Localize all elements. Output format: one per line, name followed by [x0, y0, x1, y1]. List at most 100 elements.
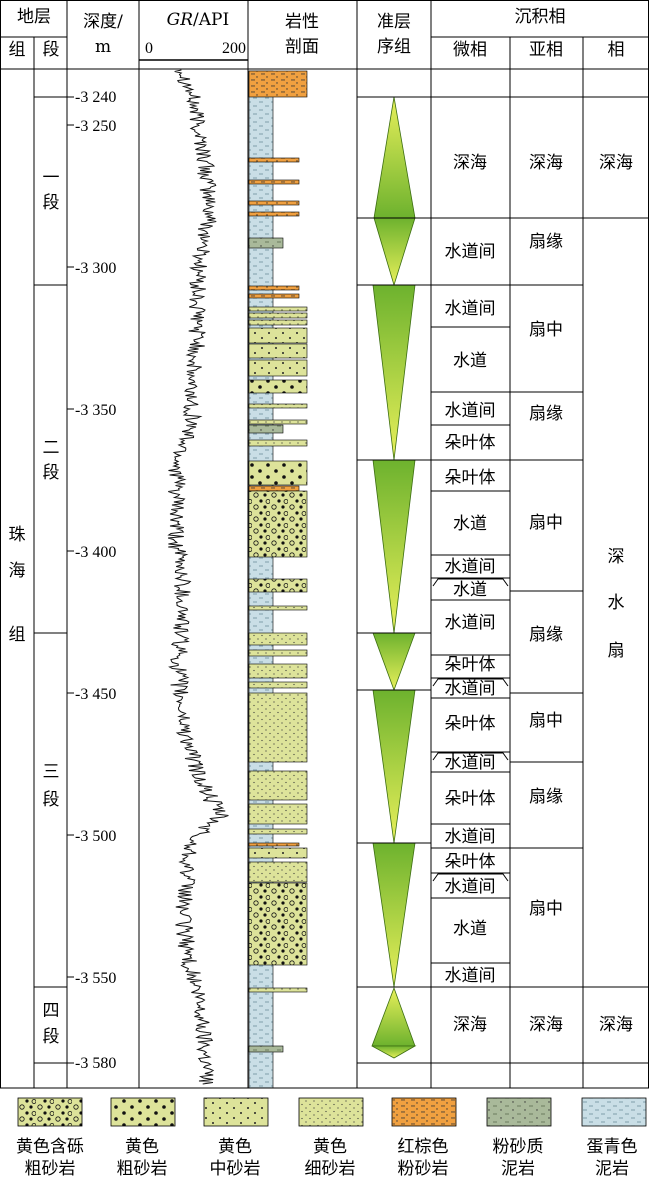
lithology-bed [248, 419, 308, 425]
table-grid-lines [0, 0, 649, 1089]
subfacies-label: 扇中 [529, 513, 563, 533]
depth-label: -3 400 [75, 544, 116, 561]
bracket-mark [432, 578, 509, 587]
lithology-bed [248, 861, 308, 883]
microfacies-label: 朵叶体 [445, 852, 496, 872]
subfacies-label: 扇缘 [529, 787, 563, 807]
legend-label: 黄色 [313, 1137, 347, 1157]
subfacies-label: 深海 [529, 153, 563, 173]
lithology-bed [248, 663, 308, 679]
lithology-bed [248, 632, 308, 646]
subfacies-label: 扇中 [529, 899, 563, 919]
header-facies: 相 [608, 40, 625, 60]
gr-scale-min: 0 [145, 40, 153, 57]
header-gr-unit: /API [193, 10, 229, 30]
legend-swatch [581, 1097, 647, 1127]
bracket-mark [432, 678, 509, 687]
header-member: 段 [43, 40, 60, 60]
subfacies-label: 扇中 [529, 711, 563, 731]
member-1-char: 一 [43, 168, 60, 188]
lithology-bed [248, 312, 308, 319]
sequence-triangle-down [372, 459, 416, 634]
gr-curve [167, 69, 229, 1085]
legend-swatch [110, 1097, 176, 1127]
lithology-bed [248, 692, 308, 763]
subfacies-label: 扇缘 [529, 404, 563, 424]
sequence-triangle-down [372, 632, 416, 692]
member-4-char: 段 [43, 1027, 60, 1047]
legend-swatch [486, 1097, 552, 1127]
subfacies-label: 扇缘 [529, 232, 563, 252]
lithology-bed [248, 803, 308, 825]
lithology-bed [248, 200, 300, 206]
microfacies-label: 水道间 [445, 401, 496, 421]
microfacies-label: 水道间 [445, 827, 496, 847]
legend-label: 粉砂岩 [398, 1159, 449, 1179]
lithology-bed [248, 1045, 284, 1053]
sequence-triangle-up [373, 96, 416, 219]
lithology-bed [248, 285, 300, 291]
header-sequence-2: 序组 [377, 37, 411, 57]
lithology-bed [248, 293, 300, 299]
legend-label: 黄色 [125, 1137, 159, 1157]
gr-log-track [167, 69, 229, 1085]
sequence-triangles [371, 96, 417, 1059]
subfacies-label: 扇缘 [529, 625, 563, 645]
legend-label: 黄色含砾 [16, 1137, 84, 1157]
header-sedimentary-facies: 沉积相 [515, 7, 566, 27]
lithology-bed [248, 605, 308, 611]
lithology-bed [248, 681, 308, 689]
lithology-bed [248, 179, 300, 185]
sequence-triangle-down [372, 689, 416, 844]
depth-label: -3 250 [75, 118, 116, 135]
header-strata: 地层 [17, 7, 51, 27]
legend-label: 粗砂岩 [117, 1159, 168, 1179]
lithology-bed [248, 237, 284, 249]
header-depth: 深度/ [83, 12, 123, 32]
legend-swatches [17, 1097, 647, 1127]
microfacies-label: 水道间 [445, 242, 496, 262]
microfacies-label: 水道间 [445, 679, 496, 699]
legend-swatch [391, 1097, 457, 1127]
sequence-triangle-down [373, 217, 416, 287]
lithology-bed [248, 770, 308, 801]
microfacies-label: 水道间 [445, 557, 496, 577]
header-sequence: 准层 [377, 12, 411, 32]
microfacies-label: 朵叶体 [445, 655, 496, 675]
member-1-char: 段 [43, 193, 60, 213]
microfacies-label: 水道间 [445, 877, 496, 897]
lithology-bed [248, 828, 308, 835]
microfacies-label: 水道 [453, 919, 487, 939]
header-lithology-2: 剖面 [285, 37, 319, 57]
member-3-char: 段 [43, 790, 60, 810]
lithology-bed [248, 343, 308, 359]
microfacies-label: 深海 [453, 153, 487, 173]
microfacies-label: 朵叶体 [445, 468, 496, 488]
lithology-bed [248, 439, 308, 447]
legend-label: 红棕色 [398, 1137, 449, 1157]
lithology-bed [248, 403, 308, 409]
depth-label: -3 300 [75, 260, 116, 277]
facies-label: 深 [608, 547, 625, 567]
microfacies-label: 朵叶体 [445, 714, 496, 734]
lithology-bed [248, 157, 300, 163]
microfacies-label: 朵叶体 [445, 789, 496, 809]
microfacies-label: 水道间 [445, 753, 496, 773]
gr-scale-max: 200 [222, 40, 246, 57]
sequence-triangle-down [372, 842, 416, 988]
sequence-triangle-up [371, 986, 416, 1047]
sequence-triangle-down [372, 284, 416, 461]
subfacies-label: 扇中 [529, 320, 563, 340]
depth-axis [67, 96, 74, 1064]
depth-label: -3 350 [75, 402, 116, 419]
member-4-char: 四 [43, 1001, 60, 1021]
microfacies-label: 水道间 [445, 299, 496, 319]
lithology-bed [248, 485, 300, 492]
member-2-char: 段 [43, 463, 60, 483]
microfacies-label: 水道间 [445, 613, 496, 633]
legend-label: 泥岩 [595, 1159, 629, 1179]
legend-label: 粉砂质 [493, 1137, 544, 1157]
microfacies-label: 水道间 [445, 966, 496, 986]
legend-swatch [203, 1097, 269, 1127]
